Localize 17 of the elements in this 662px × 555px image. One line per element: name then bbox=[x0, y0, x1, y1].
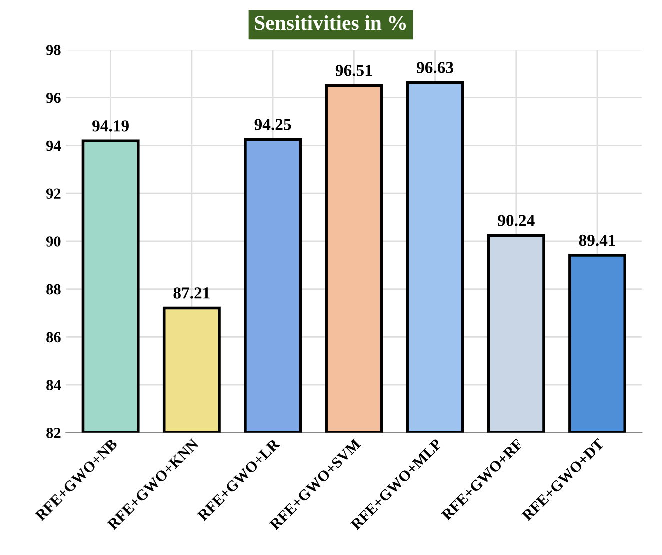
y-tick-label: 84 bbox=[46, 380, 62, 390]
y-tick-label: 90 bbox=[46, 236, 61, 247]
data-label: 94.19 bbox=[92, 120, 129, 132]
data-label: 89.41 bbox=[579, 234, 616, 246]
data-label: 90.24 bbox=[498, 215, 535, 226]
y-tick-label: 92 bbox=[46, 188, 61, 200]
y-tick-label: 88 bbox=[46, 284, 61, 295]
data-label: 96.63 bbox=[416, 62, 454, 74]
y-tick-label: 94 bbox=[46, 140, 62, 152]
data-label: 87.21 bbox=[174, 288, 210, 299]
chart-title: Sensitivities in % bbox=[255, 16, 406, 30]
y-tick-label: 96 bbox=[46, 93, 61, 104]
data-label: 96.51 bbox=[336, 65, 372, 76]
y-tick-label: 98 bbox=[46, 45, 61, 56]
y-tick-label: 82 bbox=[46, 428, 61, 438]
data-label: 94.25 bbox=[254, 119, 292, 130]
y-tick-label: 86 bbox=[46, 332, 61, 343]
